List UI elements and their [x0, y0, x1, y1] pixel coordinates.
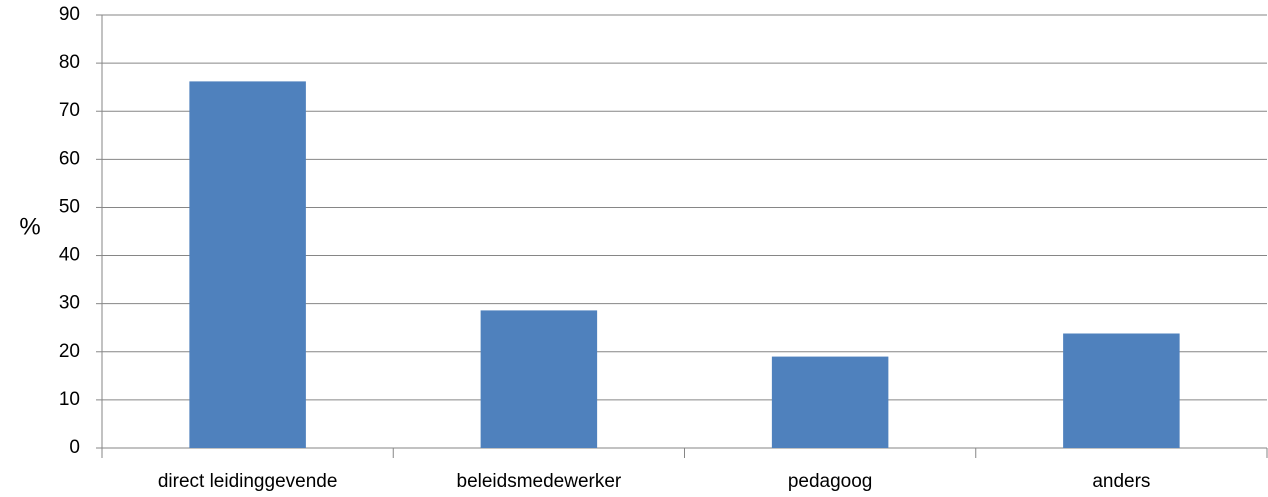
y-tick-label: 40: [59, 245, 80, 266]
y-tick-label: 80: [59, 52, 80, 73]
bar: [771, 356, 889, 448]
y-tick-label: 20: [59, 341, 80, 362]
y-tick-label: 10: [59, 389, 80, 410]
x-tick-label: beleidsmedewerker: [457, 471, 622, 492]
y-tick-label: 70: [59, 100, 80, 121]
bar: [1063, 333, 1180, 448]
y-tick-label: 90: [59, 4, 80, 25]
y-axis-label: %: [19, 213, 40, 240]
bar: [480, 310, 598, 448]
y-tick-label: 0: [69, 437, 80, 458]
x-tick-label: pedagoog: [788, 471, 873, 492]
y-tick-label: 50: [59, 196, 80, 217]
y-tick-label: 60: [59, 148, 80, 169]
bar: [189, 81, 306, 448]
x-tick-label: anders: [1092, 471, 1150, 492]
y-tick-label: 30: [59, 293, 80, 314]
x-tick-label: direct leidinggevende: [158, 471, 338, 492]
